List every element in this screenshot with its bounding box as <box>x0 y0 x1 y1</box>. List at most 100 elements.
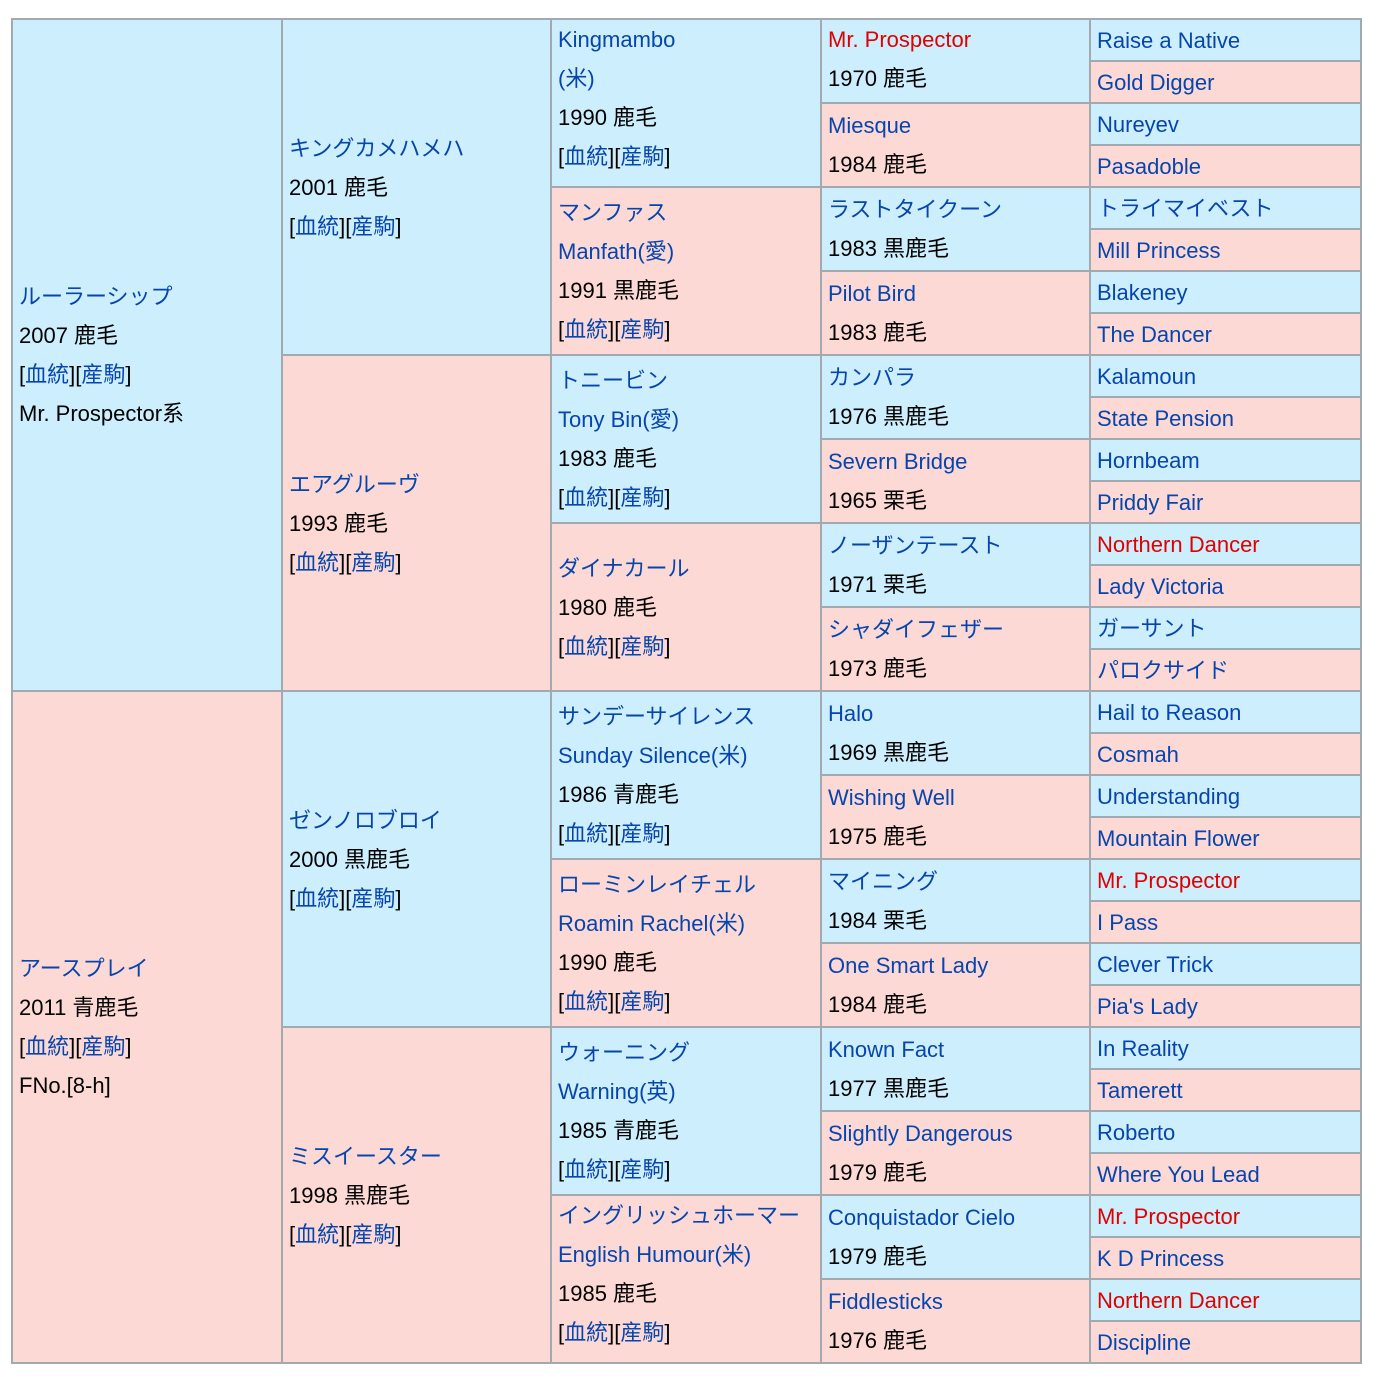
horse-name-link[interactable]: Kalamoun <box>1097 363 1197 389</box>
offspring-link[interactable]: 産駒 <box>81 362 126 387</box>
horse-name-link[interactable]: Mr. Prospector <box>1097 867 1241 893</box>
bloodline-link[interactable]: 血統 <box>25 1034 70 1059</box>
horse-alt-name[interactable]: Warning(英) <box>558 1079 676 1104</box>
horse-alt-name[interactable]: (米) <box>558 66 595 91</box>
horse-name-link[interactable]: Blakeney <box>1097 279 1188 305</box>
horse-name-link[interactable]: Known Fact <box>828 1037 945 1062</box>
horse-name-link[interactable]: State Pension <box>1097 405 1234 431</box>
horse-name-link[interactable]: ミスイースター <box>289 1143 442 1169</box>
horse-name-link[interactable]: アースプレイ <box>19 956 149 981</box>
horse-name-link[interactable]: Lady Victoria <box>1097 573 1224 599</box>
horse-name-link[interactable]: トライマイベスト <box>1097 195 1274 221</box>
horse-alt-name[interactable]: Tony Bin(愛) <box>558 407 680 432</box>
horse-name-link[interactable]: One Smart Lady <box>828 953 989 978</box>
offspring-link[interactable]: 産駒 <box>620 317 665 342</box>
bloodline-link[interactable]: 血統 <box>564 317 609 342</box>
offspring-link[interactable]: 産駒 <box>620 633 665 659</box>
horse-name-link[interactable]: シャダイフェザー <box>828 617 1005 642</box>
horse-name-link[interactable]: ローミンレイチェル <box>558 872 757 897</box>
horse-name-link[interactable]: ゼンノロブロイ <box>289 807 442 833</box>
birth-year-color: 1965 栗毛 <box>828 488 928 513</box>
horse-name-link[interactable]: カンパラ <box>828 365 917 390</box>
bloodline-link[interactable]: 血統 <box>25 362 70 387</box>
horse-name-link[interactable]: Raise a Native <box>1097 27 1241 53</box>
horse-name-link[interactable]: Mountain Flower <box>1097 825 1260 851</box>
horse-name-link[interactable]: Northern Dancer <box>1097 531 1260 557</box>
bloodline-link[interactable]: 血統 <box>295 213 340 239</box>
horse-name-link[interactable]: Cosmah <box>1097 741 1179 767</box>
horse-name-link[interactable]: K D Princess <box>1097 1245 1225 1271</box>
horse-name-link[interactable]: イングリッシュホーマー <box>558 1203 801 1228</box>
horse-name-link[interactable]: The Dancer <box>1097 321 1212 347</box>
horse-name-link[interactable]: Kingmambo <box>558 27 676 52</box>
offspring-link[interactable]: 産駒 <box>620 144 665 169</box>
offspring-link[interactable]: 産駒 <box>81 1034 126 1059</box>
horse-name-link[interactable]: パロクサイド <box>1097 657 1230 683</box>
offspring-link[interactable]: 産駒 <box>351 549 396 575</box>
bloodline-link[interactable]: 血統 <box>564 989 609 1014</box>
horse-name-link[interactable]: トニービン <box>558 368 669 393</box>
horse-name-link[interactable]: キングカメハメハ <box>289 135 465 161</box>
g5-cell: Hail to Reason <box>1089 690 1362 734</box>
horse-name-link[interactable]: ガーサント <box>1097 615 1207 641</box>
horse-name-link[interactable]: Nureyev <box>1097 111 1179 137</box>
offspring-link[interactable]: 産駒 <box>620 1157 665 1182</box>
bloodline-link[interactable]: 血統 <box>564 821 609 846</box>
offspring-link[interactable]: 産駒 <box>620 821 665 846</box>
horse-name-link[interactable]: ウォーニング <box>558 1040 691 1065</box>
horse-name-link[interactable]: Hail to Reason <box>1097 699 1242 725</box>
horse-name-link[interactable]: Slightly Dangerous <box>828 1121 1013 1146</box>
horse-alt-name[interactable]: Manfath(愛) <box>558 239 675 264</box>
horse-name-link[interactable]: エアグルーヴ <box>289 471 420 497</box>
horse-name-link[interactable]: Priddy Fair <box>1097 489 1204 515</box>
bloodline-link[interactable]: 血統 <box>564 485 609 510</box>
horse-name-link[interactable]: ラストタイクーン <box>828 197 1003 222</box>
horse-name-link[interactable]: Mr. Prospector <box>1097 1203 1241 1229</box>
horse-alt-name[interactable]: Roamin Rachel(米) <box>558 911 746 936</box>
horse-alt-name[interactable]: English Humour(米) <box>558 1242 752 1267</box>
bloodline-link[interactable]: 血統 <box>295 885 340 911</box>
bloodline-link[interactable]: 血統 <box>564 633 609 659</box>
horse-name-link[interactable]: In Reality <box>1097 1035 1189 1061</box>
horse-name-link[interactable]: Halo <box>828 701 874 726</box>
bracket-open: [ <box>289 885 296 911</box>
horse-name-link[interactable]: Fiddlesticks <box>828 1289 943 1314</box>
bloodline-link[interactable]: 血統 <box>564 1157 609 1182</box>
horse-name-link[interactable]: Mr. Prospector <box>828 27 972 52</box>
bloodline-link[interactable]: 血統 <box>564 144 609 169</box>
horse-name-link[interactable]: Roberto <box>1097 1119 1176 1145</box>
offspring-link[interactable]: 産駒 <box>620 989 665 1014</box>
offspring-link[interactable]: 産駒 <box>620 485 665 510</box>
bloodline-link[interactable]: 血統 <box>295 549 340 575</box>
offspring-link[interactable]: 産駒 <box>351 1221 396 1247</box>
horse-name-link[interactable]: Pasadoble <box>1097 153 1201 179</box>
horse-name-link[interactable]: Pilot Bird <box>828 281 917 306</box>
horse-name-link[interactable]: Gold Digger <box>1097 69 1215 95</box>
horse-name-link[interactable]: Tamerett <box>1097 1077 1183 1103</box>
offspring-link[interactable]: 産駒 <box>351 213 396 239</box>
horse-name-link[interactable]: Northern Dancer <box>1097 1287 1260 1313</box>
horse-name-link[interactable]: ルーラーシップ <box>19 284 173 309</box>
horse-name-link[interactable]: Discipline <box>1097 1329 1192 1355</box>
offspring-link[interactable]: 産駒 <box>620 1320 665 1345</box>
horse-name-link[interactable]: ノーザンテースト <box>828 533 1003 558</box>
horse-name-link[interactable]: Miesque <box>828 113 912 138</box>
horse-name-link[interactable]: Clever Trick <box>1097 951 1214 977</box>
horse-name-link[interactable]: サンデーサイレンス <box>558 704 756 729</box>
horse-name-link[interactable]: I Pass <box>1097 909 1159 935</box>
horse-name-link[interactable]: Hornbeam <box>1097 447 1200 473</box>
horse-name-link[interactable]: Wishing Well <box>828 785 955 810</box>
horse-name-link[interactable]: Understanding <box>1097 783 1241 809</box>
horse-name-link[interactable]: Pia's Lady <box>1097 993 1198 1019</box>
horse-name-link[interactable]: Mill Princess <box>1097 237 1221 263</box>
horse-alt-name[interactable]: Sunday Silence(米) <box>558 743 748 768</box>
offspring-link[interactable]: 産駒 <box>351 885 396 911</box>
horse-name-link[interactable]: ダイナカール <box>558 555 690 581</box>
horse-name-link[interactable]: Conquistador Cielo <box>828 1205 1016 1230</box>
bloodline-link[interactable]: 血統 <box>295 1221 340 1247</box>
horse-name-link[interactable]: Where You Lead <box>1097 1161 1260 1187</box>
horse-name-link[interactable]: Severn Bridge <box>828 449 968 474</box>
horse-name-link[interactable]: マンファス <box>558 200 668 225</box>
bloodline-link[interactable]: 血統 <box>564 1320 609 1345</box>
horse-name-link[interactable]: マイニング <box>828 869 939 894</box>
